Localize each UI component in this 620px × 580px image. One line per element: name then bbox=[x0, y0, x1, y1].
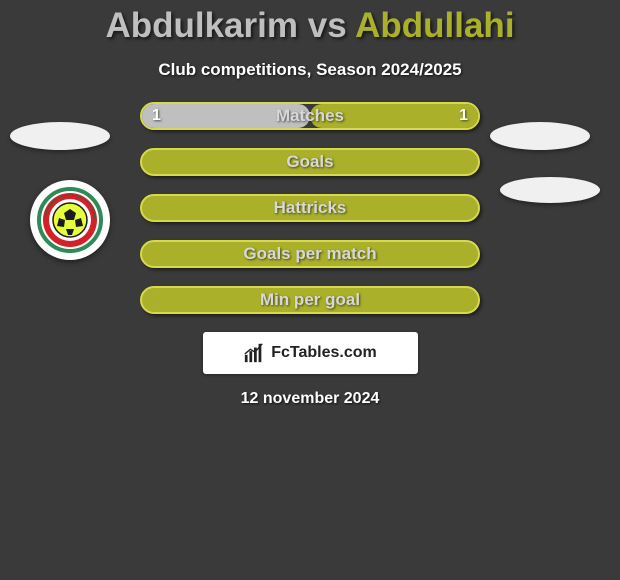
stat-bar: Goals bbox=[140, 148, 480, 176]
player2-name: Abdullahi bbox=[355, 6, 514, 45]
stat-label: Goals bbox=[142, 152, 478, 172]
comparison-title: Abdulkarim vs Abdullahi bbox=[0, 0, 620, 46]
stat-value-left: 1 bbox=[152, 107, 161, 125]
stat-label: Matches bbox=[142, 106, 478, 126]
stat-label: Goals per match bbox=[142, 244, 478, 264]
stat-bar: Min per goal bbox=[140, 286, 480, 314]
player2-club-ellipse-2 bbox=[500, 177, 600, 203]
club-crest-icon bbox=[30, 180, 110, 260]
stat-value-right: 1 bbox=[459, 107, 468, 125]
player1-name: Abdulkarim bbox=[105, 6, 298, 45]
bars-chart-icon bbox=[243, 342, 265, 364]
source-badge: FcTables.com bbox=[203, 332, 418, 374]
stat-bar: Hattricks bbox=[140, 194, 480, 222]
stat-bar: Goals per match bbox=[140, 240, 480, 268]
stat-bar: Matches1 1 bbox=[140, 102, 480, 130]
title-vs: vs bbox=[308, 6, 347, 45]
player1-club-logo bbox=[30, 180, 110, 260]
stat-label: Hattricks bbox=[142, 198, 478, 218]
snapshot-date: 12 november 2024 bbox=[0, 390, 620, 408]
player2-club-ellipse bbox=[490, 122, 590, 150]
stat-row: Min per goal bbox=[0, 286, 620, 314]
subtitle: Club competitions, Season 2024/2025 bbox=[0, 60, 620, 80]
source-label: FcTables.com bbox=[271, 344, 377, 362]
stat-row: Goals bbox=[0, 148, 620, 176]
stat-label: Min per goal bbox=[142, 290, 478, 310]
player1-club-ellipse bbox=[10, 122, 110, 150]
